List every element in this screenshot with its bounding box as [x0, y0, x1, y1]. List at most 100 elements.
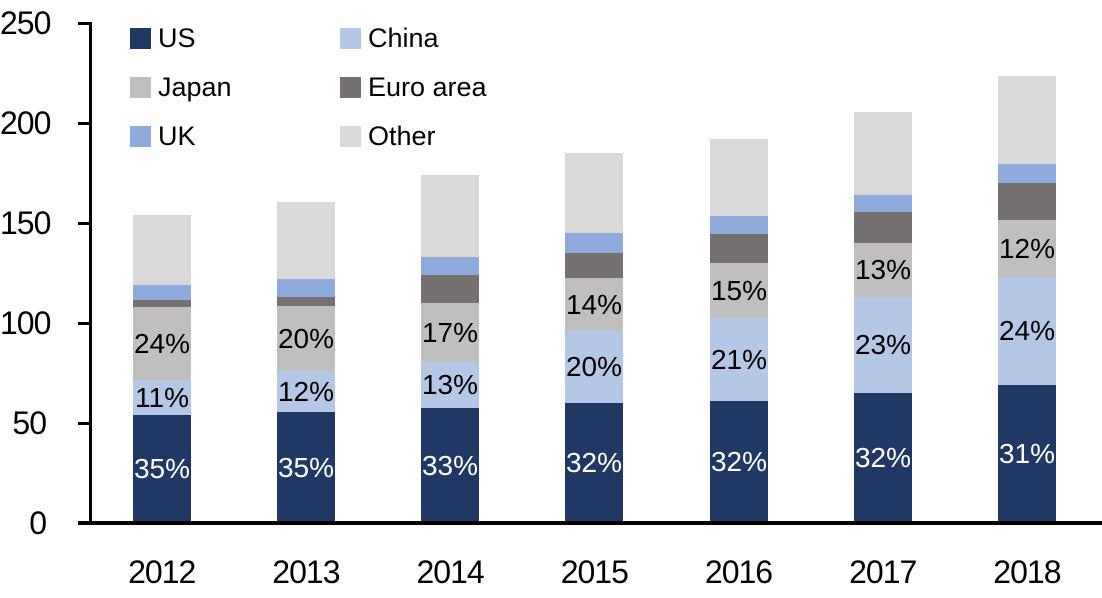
segment-label-china: 24%	[998, 315, 1056, 346]
legend-label-uk: UK	[158, 121, 196, 151]
legend-label-other: Other	[368, 121, 436, 151]
x-category-label: 2012	[128, 554, 196, 590]
bar-segment-china: 24%	[998, 277, 1056, 385]
segment-label-japan: 14%	[565, 288, 623, 320]
bar-segment-japan: 15%	[710, 263, 768, 318]
bar-segment-china: 20%	[565, 331, 623, 403]
bar-segment-us: 33%	[421, 408, 479, 523]
bar-segment-uk	[565, 233, 623, 253]
legend-item-china: China	[340, 25, 487, 52]
bar-segment-other	[421, 175, 479, 257]
segment-label-japan: 12%	[998, 232, 1056, 264]
x-category-label: 2014	[416, 554, 485, 590]
bar-segment-other	[277, 202, 335, 279]
x-axis-line	[78, 521, 1102, 525]
bar-segment-us: 32%	[854, 393, 912, 523]
legend: US China Japan Euro area UK Other	[130, 14, 487, 161]
bar-2018: 31% 24% 12%	[998, 76, 1056, 523]
bar-segment-other	[565, 153, 623, 233]
legend-swatch-uk	[130, 126, 151, 147]
legend-label-euro-area: Euro area	[368, 72, 487, 102]
segment-label-japan: 24%	[133, 327, 191, 359]
segment-label-japan: 13%	[854, 254, 912, 285]
legend-swatch-euro-area	[340, 77, 361, 98]
bar-segment-japan: 12%	[998, 220, 1056, 277]
bar-segment-us: 32%	[565, 403, 623, 523]
bar-2014: 33% 13% 17%	[421, 175, 479, 523]
bar-segment-uk	[133, 285, 191, 300]
bar-segment-uk	[710, 216, 768, 234]
bar-segment-uk	[421, 257, 479, 275]
bar-segment-china: 12%	[277, 371, 335, 412]
legend-item-other: Other	[340, 123, 487, 150]
segment-label-japan: 20%	[277, 322, 335, 354]
bar-segment-us: 35%	[277, 412, 335, 523]
bar-segment-china: 21%	[710, 318, 768, 401]
y-tick-label: 250	[0, 5, 51, 41]
bar-segment-euro-area	[998, 183, 1056, 220]
bar-segment-china: 11%	[133, 380, 191, 415]
legend-label-us: US	[158, 23, 196, 53]
bar-2015: 32% 20% 14%	[565, 153, 623, 523]
segment-label-japan: 15%	[710, 274, 768, 306]
legend-item-uk: UK	[130, 123, 340, 150]
y-tick-label: 50	[12, 405, 47, 441]
y-tick-mark	[78, 421, 90, 425]
bar-segment-euro-area	[854, 212, 912, 243]
bar-segment-euro-area	[133, 300, 191, 307]
segment-label-china: 13%	[421, 369, 479, 400]
legend-label-japan: Japan	[158, 72, 232, 102]
bar-segment-uk	[854, 195, 912, 212]
y-tick-mark	[78, 21, 90, 25]
bar-segment-china: 23%	[854, 297, 912, 393]
segment-label-us: 31%	[998, 438, 1056, 469]
segment-label-china: 23%	[854, 329, 912, 360]
segment-label-us: 35%	[133, 453, 191, 484]
bar-segment-japan: 13%	[854, 243, 912, 297]
y-tick-mark	[78, 121, 90, 125]
x-category-label: 2018	[993, 554, 1061, 590]
legend-swatch-japan	[130, 77, 151, 98]
legend-swatch-other	[340, 126, 361, 147]
bar-segment-uk	[998, 164, 1056, 183]
x-category-label: 2013	[272, 554, 340, 590]
bar-segment-japan: 24%	[133, 307, 191, 380]
legend-item-us: US	[130, 25, 340, 52]
y-tick-label: 200	[0, 105, 51, 141]
bar-segment-japan: 20%	[277, 306, 335, 371]
bar-segment-japan: 14%	[565, 278, 623, 331]
y-tick-label: 100	[0, 305, 51, 341]
legend-swatch-us	[130, 28, 151, 49]
bar-segment-us: 32%	[710, 401, 768, 523]
segment-label-us: 32%	[565, 447, 623, 478]
bar-segment-uk	[277, 279, 335, 297]
segment-label-us: 35%	[277, 451, 335, 483]
segment-label-china: 21%	[710, 343, 768, 375]
x-category-label: 2017	[849, 554, 917, 590]
y-axis-line	[89, 22, 92, 523]
segment-label-japan: 17%	[421, 316, 479, 348]
bar-2013: 35% 12% 20%	[277, 202, 335, 523]
bar-segment-other	[133, 215, 191, 285]
bar-segment-us: 35%	[133, 415, 191, 523]
segment-label-china: 20%	[565, 351, 623, 382]
bar-2016: 32% 21% 15%	[710, 139, 768, 523]
bar-segment-other	[998, 76, 1056, 164]
segment-label-us: 32%	[854, 442, 912, 473]
bar-segment-japan: 17%	[421, 303, 479, 362]
segment-label-china: 11%	[135, 381, 189, 413]
bar-2012: 35% 11% 24%	[133, 215, 191, 523]
bar-segment-euro-area	[565, 253, 623, 278]
bar-segment-us: 31%	[998, 385, 1056, 523]
legend-label-china: China	[368, 23, 439, 53]
bar-segment-other	[710, 139, 768, 216]
legend-swatch-china	[340, 28, 361, 49]
bar-segment-euro-area	[421, 275, 479, 303]
y-tick-label: 0	[29, 505, 47, 541]
legend-item-japan: Japan	[130, 74, 340, 101]
segment-label-us: 33%	[421, 449, 479, 481]
bar-segment-china: 13%	[421, 362, 479, 408]
bar-2017: 32% 23% 13%	[854, 112, 912, 523]
bar-segment-euro-area	[277, 297, 335, 306]
